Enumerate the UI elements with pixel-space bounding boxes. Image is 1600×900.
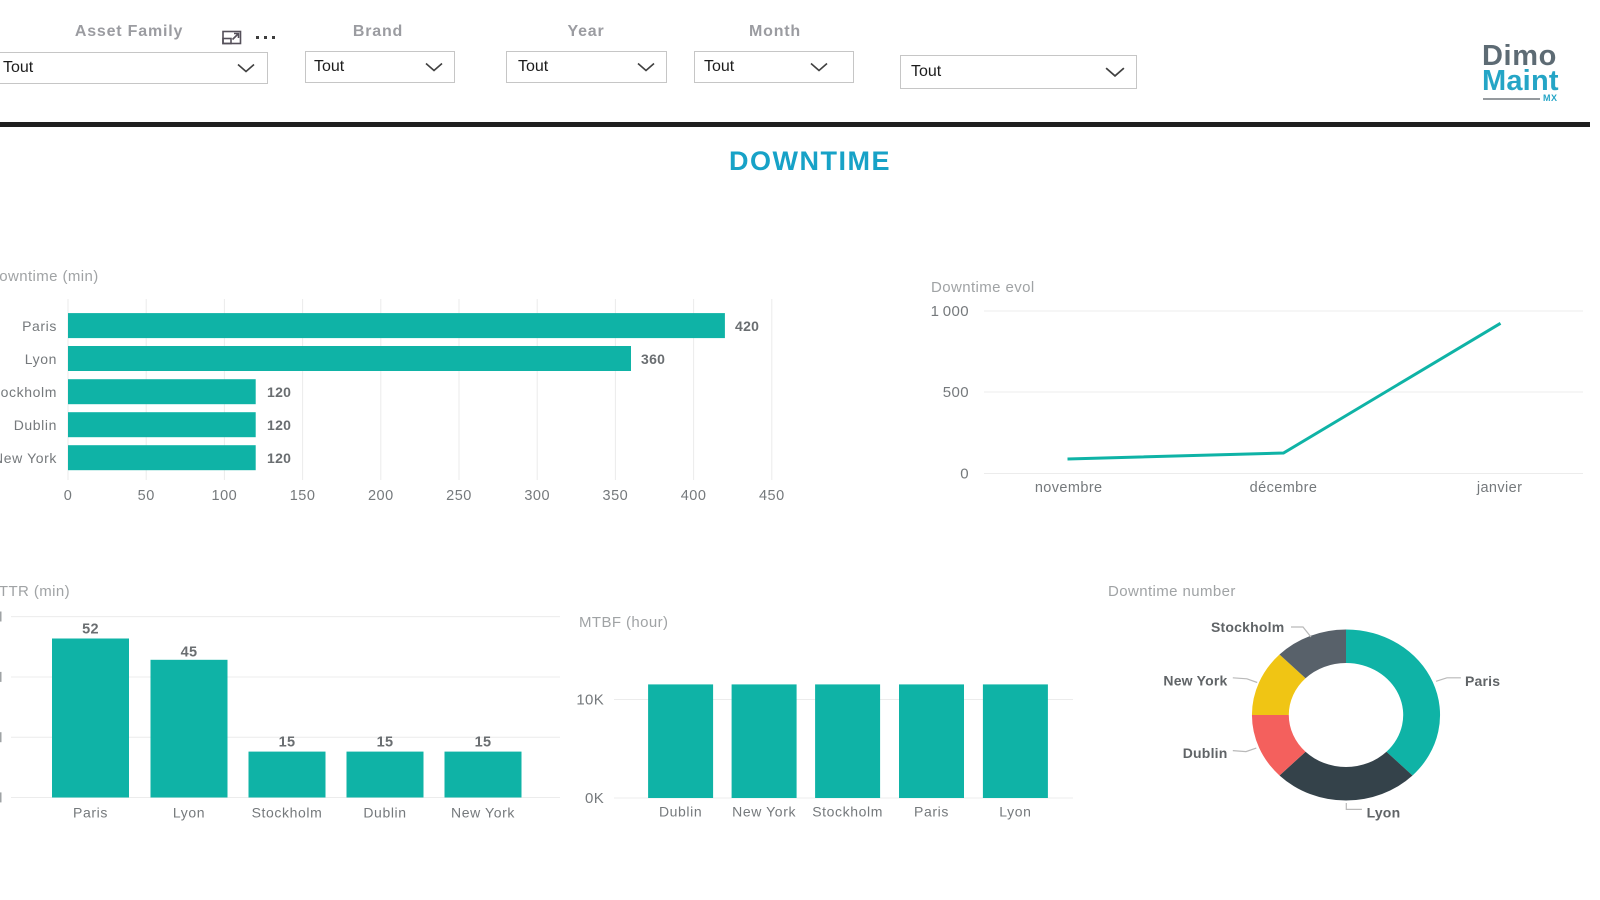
svg-text:Lyon: Lyon: [999, 804, 1031, 820]
svg-text:décembre: décembre: [1250, 480, 1318, 496]
svg-text:1 000: 1 000: [931, 303, 969, 320]
svg-text:Stockholm: Stockholm: [812, 804, 883, 820]
svg-text:300: 300: [524, 488, 550, 504]
svg-text:Stockholm: Stockholm: [1211, 619, 1284, 635]
svg-text:New York: New York: [1163, 673, 1227, 689]
svg-text:Dublin: Dublin: [363, 805, 406, 821]
svg-text:500: 500: [943, 384, 969, 401]
svg-text:Lyon: Lyon: [25, 351, 57, 367]
svg-text:Dublin: Dublin: [1183, 745, 1228, 761]
svg-text:350: 350: [603, 488, 629, 504]
svg-text:Paris: Paris: [73, 805, 108, 821]
svg-text:Downtime evol: Downtime evol: [931, 279, 1035, 296]
svg-text:Lyon: Lyon: [173, 805, 205, 821]
svg-text:420: 420: [735, 318, 759, 334]
svg-text:MTTR (min): MTTR (min): [0, 583, 70, 600]
svg-text:100: 100: [212, 488, 238, 504]
svg-text:New York: New York: [0, 450, 57, 466]
svg-text:0: 0: [64, 488, 73, 504]
svg-text:120: 120: [267, 417, 291, 433]
svg-text:Paris: Paris: [1465, 673, 1500, 689]
svg-text:15: 15: [377, 735, 394, 751]
svg-text:450: 450: [759, 488, 785, 504]
svg-text:360: 360: [641, 351, 665, 367]
svg-text:Stockholm: Stockholm: [252, 805, 323, 821]
svg-text:150: 150: [290, 488, 316, 504]
svg-text:120: 120: [267, 450, 291, 466]
svg-text:45: 45: [181, 645, 198, 661]
svg-text:Paris: Paris: [22, 318, 57, 334]
svg-text:New York: New York: [451, 805, 515, 821]
svg-text:Downtime number: Downtime number: [1108, 583, 1236, 600]
svg-text:Downtime (min): Downtime (min): [0, 268, 99, 285]
svg-text:250: 250: [446, 488, 472, 504]
svg-text:novembre: novembre: [1035, 480, 1103, 496]
svg-text:MTBF (hour): MTBF (hour): [579, 614, 668, 631]
svg-text:52: 52: [82, 622, 99, 638]
svg-text:Paris: Paris: [914, 804, 949, 820]
svg-text:120: 120: [267, 384, 291, 400]
svg-text:janvier: janvier: [1476, 480, 1523, 496]
svg-text:0: 0: [960, 466, 969, 483]
svg-text:New York: New York: [732, 804, 796, 820]
svg-text:10K: 10K: [576, 692, 604, 709]
svg-text:Dublin: Dublin: [14, 417, 57, 433]
svg-text:15: 15: [475, 735, 492, 751]
svg-text:15: 15: [279, 735, 296, 751]
svg-text:0K: 0K: [585, 790, 604, 807]
svg-text:Dublin: Dublin: [659, 804, 702, 820]
svg-text:Stockholm: Stockholm: [0, 384, 57, 400]
svg-text:400: 400: [681, 488, 707, 504]
svg-text:200: 200: [368, 488, 394, 504]
svg-text:50: 50: [138, 488, 155, 504]
svg-text:Lyon: Lyon: [1367, 805, 1401, 821]
